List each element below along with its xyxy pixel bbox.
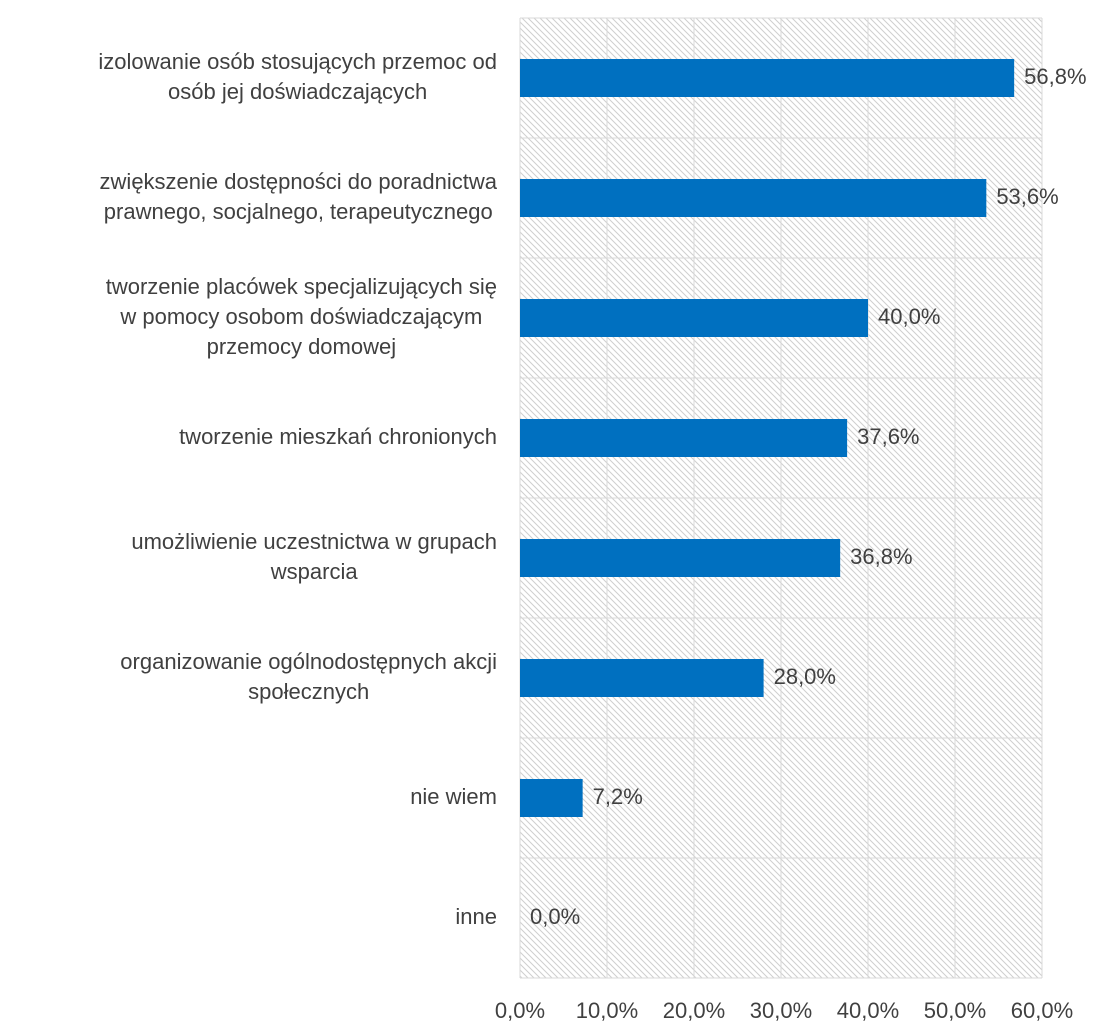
category-label: tworzenie mieszkań chronionych [179,424,497,449]
bar [520,299,868,337]
category-label: umożliwienie uczestnictwa w grupach [131,529,497,554]
bar [520,659,764,697]
category-label: przemocy domowej [207,334,397,359]
category-label: nie wiem [410,784,497,809]
x-tick-label: 30,0% [750,998,812,1023]
value-label: 0,0% [530,904,580,929]
x-tick-label: 0,0% [495,998,545,1023]
category-label: osób jej doświadczających [168,79,427,104]
value-label: 56,8% [1024,64,1086,89]
category-label: społecznych [248,679,369,704]
category-label: zwiększenie dostępności do poradnictwa [100,169,498,194]
bar [520,779,583,817]
category-label: wsparcia [270,559,359,584]
category-label: prawnego, socjalnego, terapeutycznego [104,199,493,224]
bar [520,539,841,577]
value-label: 40,0% [878,304,940,329]
x-tick-label: 60,0% [1011,998,1073,1023]
bar [520,419,848,457]
value-label: 28,0% [774,664,836,689]
value-label: 36,8% [850,544,912,569]
x-tick-label: 50,0% [924,998,986,1023]
x-tick-label: 10,0% [576,998,638,1023]
category-label: organizowanie ogólnodostępnych akcji [120,649,497,674]
bar [520,59,1015,97]
value-label: 53,6% [996,184,1058,209]
value-label: 7,2% [593,784,643,809]
x-tick-label: 40,0% [837,998,899,1023]
x-tick-label: 20,0% [663,998,725,1023]
bar [520,179,987,217]
category-label: tworzenie placówek specjalizujących się [106,274,497,299]
category-label: inne [455,904,497,929]
category-label: w pomocy osobom doświadczającym [119,304,482,329]
value-label: 37,6% [857,424,919,449]
category-label: izolowanie osób stosujących przemoc od [98,49,497,74]
